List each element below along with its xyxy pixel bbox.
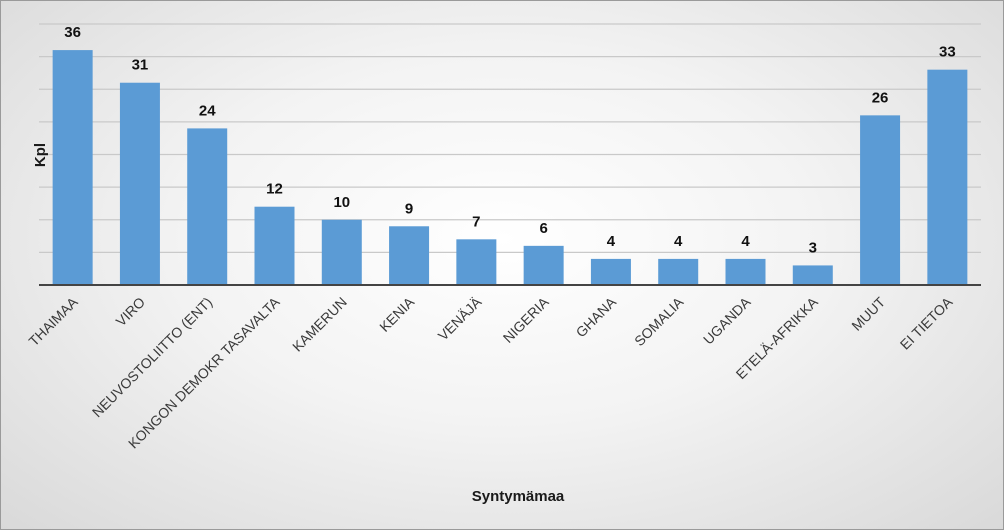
bar-value-label: 31 (132, 57, 149, 74)
x-tick-label: NIGERIA (500, 293, 552, 345)
bar-value-label: 3 (809, 239, 817, 256)
x-tick-label: VIRO (113, 294, 149, 330)
bar-value-label: 33 (939, 44, 956, 61)
bar (725, 258, 766, 285)
bar-value-label: 36 (64, 24, 81, 41)
bar-value-label: 24 (199, 102, 216, 119)
bar (389, 226, 430, 285)
x-tick-label: KENIA (376, 293, 417, 334)
bar (658, 258, 699, 285)
data-labels: 36 31 24 12 10 9 7 6 4 4 4 3 26 33 (64, 24, 955, 256)
bar (119, 82, 160, 285)
bars (52, 50, 968, 285)
bar-value-label: 4 (674, 233, 683, 250)
x-axis-label: Syntymämaa (472, 488, 565, 505)
bar (321, 219, 362, 285)
bar-value-label: 10 (333, 194, 350, 211)
bar-value-label: 9 (405, 200, 413, 217)
x-tick-label: GHANA (573, 293, 620, 340)
x-tick-label: EI TIETOA (897, 293, 956, 352)
bar (860, 115, 901, 285)
bar (792, 265, 833, 285)
bar (590, 258, 631, 285)
x-tick-label: THAIMAA (25, 293, 81, 349)
x-tick-label: NEUVOSTOLIITTO (ENT) (89, 294, 215, 420)
bar-value-label: 4 (607, 233, 616, 250)
x-tick-label: KONGON DEMOKR TASAVALTA (125, 293, 283, 451)
x-tick-label: SOMALIA (631, 293, 687, 349)
bar (927, 69, 968, 285)
x-tick-label: VENÄJÄ (435, 293, 485, 343)
y-axis-label: Kpl (32, 143, 49, 167)
bar (523, 245, 564, 285)
x-tick-label: UGANDA (700, 293, 754, 347)
bar-value-label: 4 (741, 233, 750, 250)
bar (456, 239, 497, 285)
x-tick-label: KAMERUN (289, 294, 350, 355)
bar-value-label: 26 (872, 89, 889, 106)
gridlines (39, 23, 981, 254)
bar (254, 206, 295, 285)
bar-value-label: 7 (472, 213, 480, 230)
bar (187, 128, 228, 285)
bar-value-label: 6 (539, 220, 547, 237)
x-tick-label: MUUT (848, 293, 888, 333)
bar-value-label: 12 (266, 181, 283, 198)
bar (52, 50, 93, 285)
